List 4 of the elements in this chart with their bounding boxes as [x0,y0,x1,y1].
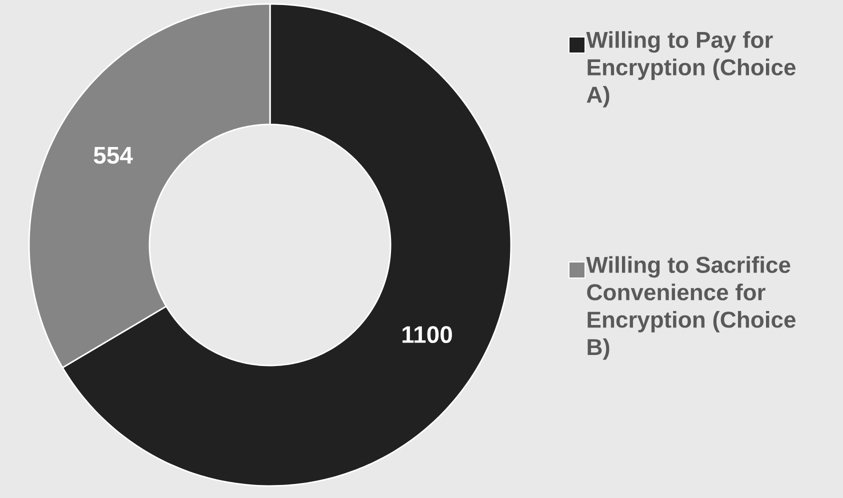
legend-label: Willing to Pay for Encryption (Choice A) [586,31,796,108]
legend-label: Willing to Sacrifice Convenience for Encryption (Choice B) [586,256,796,360]
data-label: 554 [94,147,133,164]
data-label: 1100 [402,326,452,344]
